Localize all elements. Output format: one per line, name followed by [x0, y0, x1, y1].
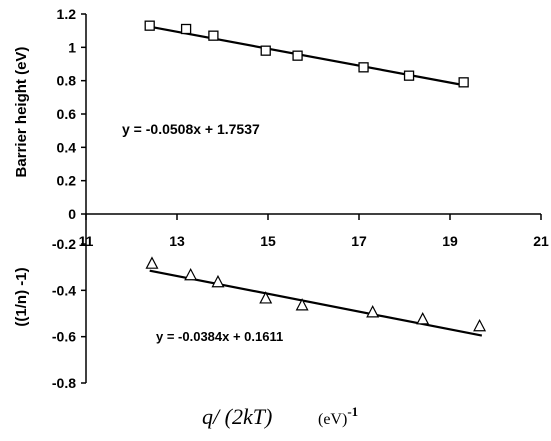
upper-y-tick-label: 0.4	[57, 139, 77, 155]
upper-data-point	[458, 77, 469, 88]
lower-y-axis-title: ((1/n) -1)	[13, 267, 30, 326]
upper-data-point	[358, 62, 369, 73]
lower-data-point	[416, 311, 430, 325]
upper-data-point	[144, 20, 155, 31]
upper-data-point	[403, 70, 415, 81]
x-axis-title: q/ (2kT) (eV)-1	[202, 404, 358, 429]
upper-x-tick-label: 13	[169, 233, 185, 249]
upper-data-points	[144, 20, 469, 88]
x-axis-title-unit: (eV)-1	[318, 404, 358, 428]
upper-y-tick-label: 1	[68, 39, 76, 55]
lower-equation-label: y = -0.0384x + 0.1611	[156, 329, 283, 344]
upper-data-point	[180, 23, 192, 35]
lower-panel: -0.2 -0.4 -0.6 -0.8 y = -0.0384x + 0.1611 (…	[13, 214, 487, 391]
x-axis-title-exponent: -1	[347, 404, 358, 419]
upper-x-tick-label: 15	[260, 233, 276, 249]
lower-data-point	[295, 298, 309, 311]
lower-y-tick-label: -0.4	[52, 282, 76, 298]
upper-y-tick-label: 1.2	[57, 6, 77, 22]
upper-y-tick-labels: 0 0.2 0.4 0.6 0.8 1 1.2	[57, 6, 77, 222]
upper-x-tick-labels: 11 13 15 17 19 21	[79, 233, 549, 249]
upper-equation-label: y = -0.0508x + 1.7537	[122, 121, 260, 137]
lower-data-points	[145, 256, 487, 332]
upper-y-ticks	[81, 13, 86, 215]
lower-data-point	[259, 291, 273, 304]
lower-data-point	[366, 305, 380, 318]
upper-y-axis-title: Barrier height (eV)	[13, 47, 30, 178]
upper-data-point	[208, 30, 219, 41]
upper-y-tick-label: 0.8	[57, 73, 77, 89]
upper-x-ticks	[85, 214, 542, 220]
lower-data-point	[473, 318, 487, 332]
lower-data-point	[145, 256, 159, 269]
lower-data-point	[184, 267, 198, 281]
lower-data-point	[211, 274, 225, 288]
upper-y-tick-label: 0.6	[57, 106, 77, 122]
upper-y-tick-label: 0	[68, 206, 76, 222]
x-axis-title-unit-text: (eV)	[318, 411, 347, 428]
lower-y-tick-labels: -0.2 -0.4 -0.6 -0.8	[52, 236, 76, 391]
upper-x-tick-label: 21	[533, 233, 549, 249]
lower-y-tick-label: -0.6	[52, 329, 76, 345]
lower-y-tick-label: -0.8	[52, 375, 76, 391]
upper-data-point	[292, 50, 303, 61]
lower-y-tick-label: -0.2	[52, 236, 76, 252]
lower-trendline	[149, 269, 483, 337]
upper-panel: 00.20.40.60.811.2 11 13 15 17 19 21 y = -0.05…	[13, 6, 549, 249]
upper-x-tick-label: 19	[442, 233, 458, 249]
x-axis-title-variable: q/ (2kT)	[202, 404, 272, 429]
upper-y-tick-label: 0.2	[57, 173, 77, 189]
upper-x-tick-label: 17	[351, 233, 367, 249]
upper-data-point	[260, 45, 271, 56]
upper-trendline	[149, 25, 464, 87]
lower-trendline-group	[149, 269, 483, 337]
lower-y-ticks	[81, 243, 86, 384]
upper-trendline-group	[149, 25, 464, 87]
